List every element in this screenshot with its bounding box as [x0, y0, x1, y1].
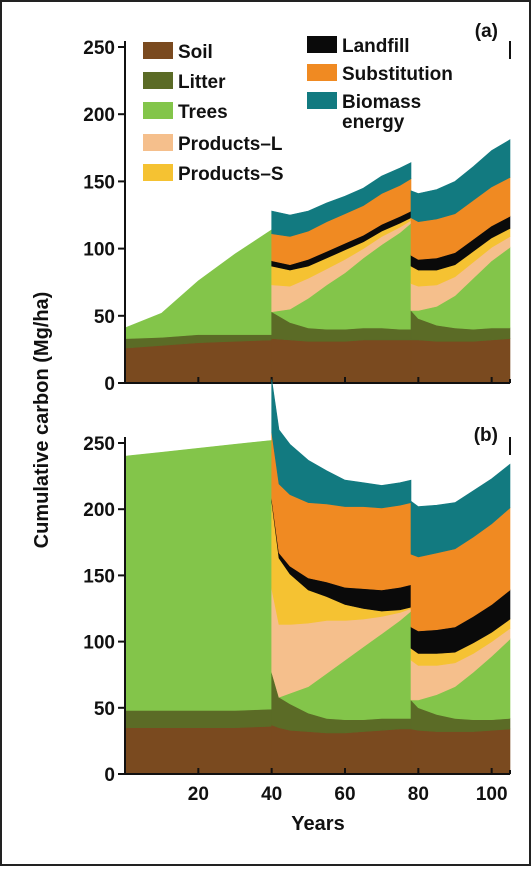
x-tick-label: 80: [408, 784, 429, 805]
legend-label: Products–L: [178, 134, 283, 155]
area-soil-seg3: [410, 338, 511, 384]
x-tick-label: 20: [188, 784, 209, 805]
x-tick-label: 60: [334, 784, 355, 805]
y-tick-label: 0: [104, 765, 115, 786]
x-axis-label: Years: [291, 813, 344, 835]
y-tick-label: 200: [83, 105, 115, 126]
panel-label: (b): [474, 425, 498, 446]
legend-swatch: [143, 134, 173, 151]
y-tick-label: 0: [104, 374, 115, 395]
legend-item-soil: Soil: [143, 42, 213, 63]
area-trees-seg1: [124, 440, 272, 711]
legend-label: Soil: [178, 42, 213, 63]
area-biomass-energy-seg3: [410, 139, 511, 223]
legend-item-trees: Trees: [143, 102, 228, 123]
y-tick-label: 200: [83, 500, 115, 521]
area-soil-seg3: [410, 728, 511, 775]
x-tick-label: 100: [476, 784, 508, 805]
legend-swatch: [143, 164, 173, 181]
y-tick-label: 100: [83, 633, 115, 654]
y-tick-label: 250: [83, 434, 115, 455]
legend-item-products-s: Products–S: [143, 164, 284, 185]
y-tick-label: 50: [94, 699, 115, 720]
legend-swatch: [143, 102, 173, 119]
area-biomass-energy-seg3: [410, 463, 511, 558]
legend-swatch: [307, 92, 337, 109]
legend-label: Landfill: [342, 36, 410, 57]
legend-label-line2: energy: [342, 112, 405, 133]
legend-swatch: [143, 42, 173, 59]
legend-item-landfill: Landfill: [307, 36, 410, 57]
legend-swatch: [307, 36, 337, 53]
area-soil-seg1: [124, 725, 272, 775]
panel-label: (a): [475, 21, 498, 42]
legend-swatch: [143, 72, 173, 89]
area-litter-seg1: [124, 708, 272, 728]
y-tick-label: 150: [83, 172, 115, 193]
panel-a: 0 50 100 150 200 250 (a): [83, 21, 511, 395]
area-soil-seg2: [271, 338, 412, 384]
legend-item-litter: Litter: [143, 72, 226, 93]
y-tick-label: 250: [83, 38, 115, 59]
y-tick-label: 50: [94, 307, 115, 328]
legend-item-substitution: Substitution: [307, 64, 453, 85]
y-axis-label: Cumulative carbon (Mg/ha): [31, 292, 53, 549]
legend-label: Substitution: [342, 64, 453, 85]
panel-b: 0 50 100 150 200 250 20 40 60 80 100 (b): [83, 379, 511, 805]
y-tick-label: 100: [83, 240, 115, 261]
legend-label: Trees: [178, 102, 228, 123]
legend-item-products-l: Products–L: [143, 134, 283, 155]
y-tick-label: 150: [83, 566, 115, 587]
x-tick-label: 40: [261, 784, 282, 805]
legend-label: Biomass: [342, 92, 421, 113]
legend-swatch: [307, 64, 337, 81]
area-biomass-energy-seg2: [271, 162, 412, 237]
legend-label: Products–S: [178, 164, 284, 185]
legend-label: Litter: [178, 72, 226, 93]
